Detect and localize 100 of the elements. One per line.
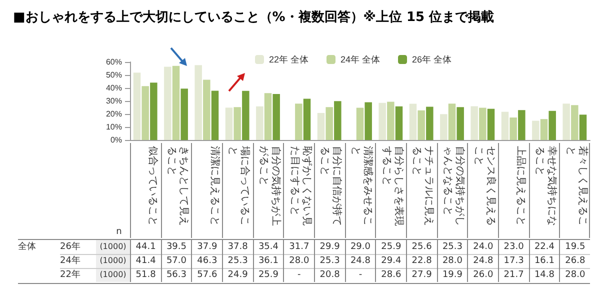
data-label: 31.7	[283, 240, 314, 254]
bar	[180, 88, 188, 140]
data-label: 25.3	[222, 254, 253, 268]
bar	[272, 94, 280, 140]
data-label: 27.9	[406, 268, 437, 282]
bar	[256, 106, 264, 140]
data-label: 56.3	[160, 268, 192, 282]
x-tick-label: 自分らしさを表現すること	[380, 146, 404, 228]
bar	[470, 106, 478, 140]
data-label: 26.8	[559, 254, 590, 268]
data-label: 24.8	[467, 254, 498, 268]
x-tick-label: 場に合っていること	[226, 146, 250, 228]
x-tick-label: 自分の気持ちが上がること	[257, 146, 281, 228]
data-label: 51.8	[130, 268, 161, 282]
bar	[448, 104, 456, 140]
data-label: 37.8	[222, 240, 253, 254]
x-tick-label: 自分の気持ちがしゃんとなること	[441, 146, 465, 228]
bar	[242, 90, 250, 140]
bar	[295, 104, 302, 140]
legend-label: 24年 全体	[340, 54, 380, 64]
x-tick-label: ナチュラルに見えること	[410, 146, 434, 228]
bar	[172, 66, 180, 140]
bar	[303, 98, 311, 140]
bar	[317, 112, 325, 140]
bar	[532, 120, 540, 140]
x-tick-label: センス良く見えること	[472, 146, 496, 228]
data-label: 26.0	[467, 268, 498, 282]
data-label: 22.4	[528, 240, 560, 254]
bar	[518, 110, 526, 140]
bar	[579, 114, 587, 140]
x-tick-label: 清潔に見えること	[208, 146, 220, 228]
bar	[456, 107, 464, 140]
data-label: 17.3	[498, 254, 529, 268]
data-label: 24.9	[222, 268, 253, 282]
data-label: 14.8	[528, 268, 560, 282]
data-label: 25.6	[406, 240, 437, 254]
data-label: 28.6	[375, 268, 406, 282]
text: 26年	[60, 240, 82, 254]
text: -	[358, 270, 362, 280]
bar	[378, 102, 386, 140]
x-tick-label: 若々しく見えること	[564, 146, 588, 228]
bar	[548, 110, 556, 140]
data-label: 23.0	[498, 240, 529, 254]
data-label: 41.4	[130, 254, 161, 268]
y-tick-label: 60%	[106, 58, 122, 66]
bar	[203, 80, 210, 140]
x-tick-label: 上品に見えること	[514, 146, 526, 228]
data-label: 44.1	[130, 240, 161, 254]
data-label: 28.0	[436, 254, 468, 268]
bar	[264, 93, 272, 140]
text: 全体	[18, 240, 37, 254]
x-tick-label: きちんとして見えること	[165, 146, 189, 228]
data-label: 29.9	[314, 240, 345, 254]
data-label: 16.1	[528, 254, 560, 268]
data-label: 25.3	[314, 254, 345, 268]
bar	[356, 108, 364, 140]
bar	[510, 118, 517, 140]
x-tick-label: 似合っていること	[146, 146, 158, 228]
x-tick-label: 自分に自信が持てること	[318, 146, 342, 228]
bar	[487, 108, 495, 140]
bar	[426, 106, 434, 140]
data-label: 29.4	[375, 254, 406, 268]
data-label: 57.6	[191, 268, 222, 282]
data-label: 22.8	[406, 254, 437, 268]
x-tick-label: 幸せな気持ちになること	[533, 146, 557, 228]
text: (1000)	[96, 254, 130, 268]
bar	[364, 102, 372, 140]
bar	[395, 106, 403, 140]
data-label: 20.8	[314, 268, 345, 282]
text: -	[298, 270, 301, 280]
x-tick-label: 清潔感をみせること	[349, 146, 373, 228]
bar	[387, 102, 394, 140]
data-label: 39.5	[160, 240, 192, 254]
bar	[225, 108, 233, 140]
bar	[334, 101, 342, 140]
bar	[234, 107, 241, 140]
y-tick-label: 20%	[106, 110, 122, 118]
bar	[418, 110, 425, 140]
data-label: 24.0	[467, 240, 498, 254]
data-label: 36.1	[252, 254, 284, 268]
data-label: 24.8	[344, 254, 376, 268]
bar	[440, 114, 448, 140]
bar	[409, 104, 417, 140]
data-label: 57.0	[160, 254, 192, 268]
bar	[142, 86, 149, 140]
x-tick-label: 恥ずかしくない見た目にすること	[288, 146, 312, 228]
text: 22年	[60, 268, 82, 282]
data-label: 28.0	[559, 268, 590, 282]
text: 24年	[60, 254, 82, 268]
data-label: 25.9	[252, 268, 284, 282]
data-label: 29.0	[344, 240, 376, 254]
bar	[164, 66, 172, 140]
bar	[326, 107, 333, 140]
bar	[501, 112, 509, 140]
bar	[133, 72, 141, 140]
bar	[540, 119, 548, 140]
y-tick-label: 10%	[106, 122, 122, 132]
bar	[571, 105, 578, 140]
y-tick-label: 50%	[106, 70, 122, 80]
data-label: 35.4	[252, 240, 284, 254]
